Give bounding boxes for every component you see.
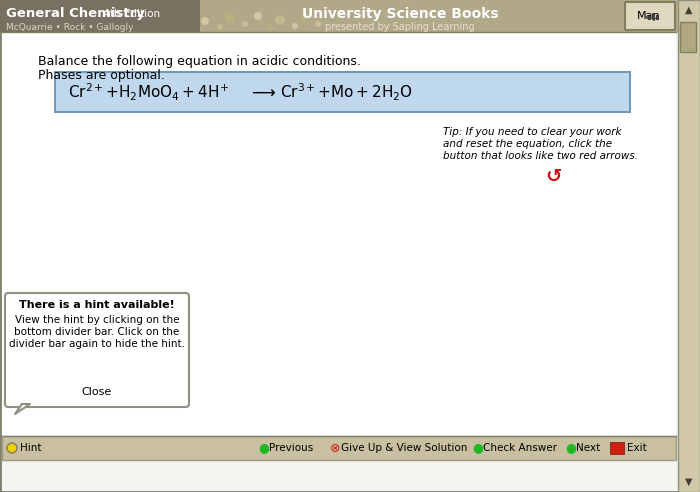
Text: ●: ●	[565, 441, 576, 455]
Circle shape	[242, 21, 248, 27]
Text: Next: Next	[576, 443, 601, 453]
Text: and reset the equation, click the: and reset the equation, click the	[443, 139, 612, 149]
Text: ▼: ▼	[685, 477, 693, 487]
Circle shape	[201, 17, 209, 25]
Text: Previous: Previous	[269, 443, 314, 453]
Text: $\mathregular{Cr}^{2+}$$ + \mathregular{H_2MoO_4} + \mathregular{4H}^{+}$: $\mathregular{Cr}^{2+}$$ + \mathregular{…	[68, 81, 229, 103]
Text: $\longrightarrow$: $\longrightarrow$	[248, 83, 276, 101]
Text: Give Up & View Solution: Give Up & View Solution	[341, 443, 468, 453]
Text: divider bar again to hide the hint.: divider bar again to hide the hint.	[9, 339, 185, 349]
Circle shape	[267, 24, 273, 30]
Polygon shape	[15, 404, 30, 414]
Text: $\mathregular{Cr}^{3+}$$ + \mathregular{Mo} + \mathregular{2H_2O}$: $\mathregular{Cr}^{3+}$$ + \mathregular{…	[280, 81, 413, 103]
Text: bottom divider bar. Click on the: bottom divider bar. Click on the	[15, 327, 180, 337]
Text: Hint: Hint	[20, 443, 41, 453]
Text: ↺: ↺	[545, 166, 561, 185]
Bar	[678, 0, 700, 492]
Text: button that looks like two red arrows.: button that looks like two red arrows.	[443, 151, 638, 161]
Bar	[2, 436, 676, 460]
Bar	[0, 0, 678, 32]
Text: Tip: If you need to clear your work: Tip: If you need to clear your work	[443, 127, 622, 137]
Bar	[648, 16, 651, 20]
Text: Balance the following equation in acidic conditions.: Balance the following equation in acidic…	[38, 56, 361, 68]
Bar	[652, 13, 655, 20]
Text: Map: Map	[637, 11, 661, 21]
Text: View the hint by clicking on the: View the hint by clicking on the	[15, 315, 179, 325]
Circle shape	[217, 24, 223, 30]
Text: University Science Books: University Science Books	[302, 7, 498, 21]
Text: Exit: Exit	[627, 443, 647, 453]
Bar	[680, 22, 696, 52]
Text: ⊗: ⊗	[330, 441, 340, 455]
Text: McQuarrie • Rock • Gallogly: McQuarrie • Rock • Gallogly	[6, 23, 134, 31]
Circle shape	[315, 21, 321, 27]
Circle shape	[7, 443, 17, 453]
Circle shape	[254, 12, 262, 20]
Text: presented by Sapling Learning: presented by Sapling Learning	[326, 22, 475, 32]
FancyBboxPatch shape	[5, 293, 189, 407]
Bar	[0, 0, 200, 32]
Circle shape	[225, 13, 235, 23]
Circle shape	[292, 23, 298, 29]
Text: ●: ●	[472, 441, 483, 455]
Bar	[610, 442, 624, 454]
Text: Check Answer: Check Answer	[483, 443, 557, 453]
Bar	[55, 72, 630, 112]
Bar	[656, 15, 659, 20]
Text: 4th Edition: 4th Edition	[99, 9, 160, 19]
FancyBboxPatch shape	[625, 2, 675, 30]
Bar	[2, 32, 676, 460]
Text: General Chemistry: General Chemistry	[6, 7, 145, 21]
Text: Close: Close	[82, 387, 112, 397]
Circle shape	[301, 14, 309, 22]
Text: Phases are optional.: Phases are optional.	[38, 69, 165, 83]
Text: ▲: ▲	[685, 5, 693, 15]
Circle shape	[275, 15, 285, 25]
Text: ●: ●	[258, 441, 269, 455]
Text: There is a hint available!: There is a hint available!	[19, 300, 175, 310]
